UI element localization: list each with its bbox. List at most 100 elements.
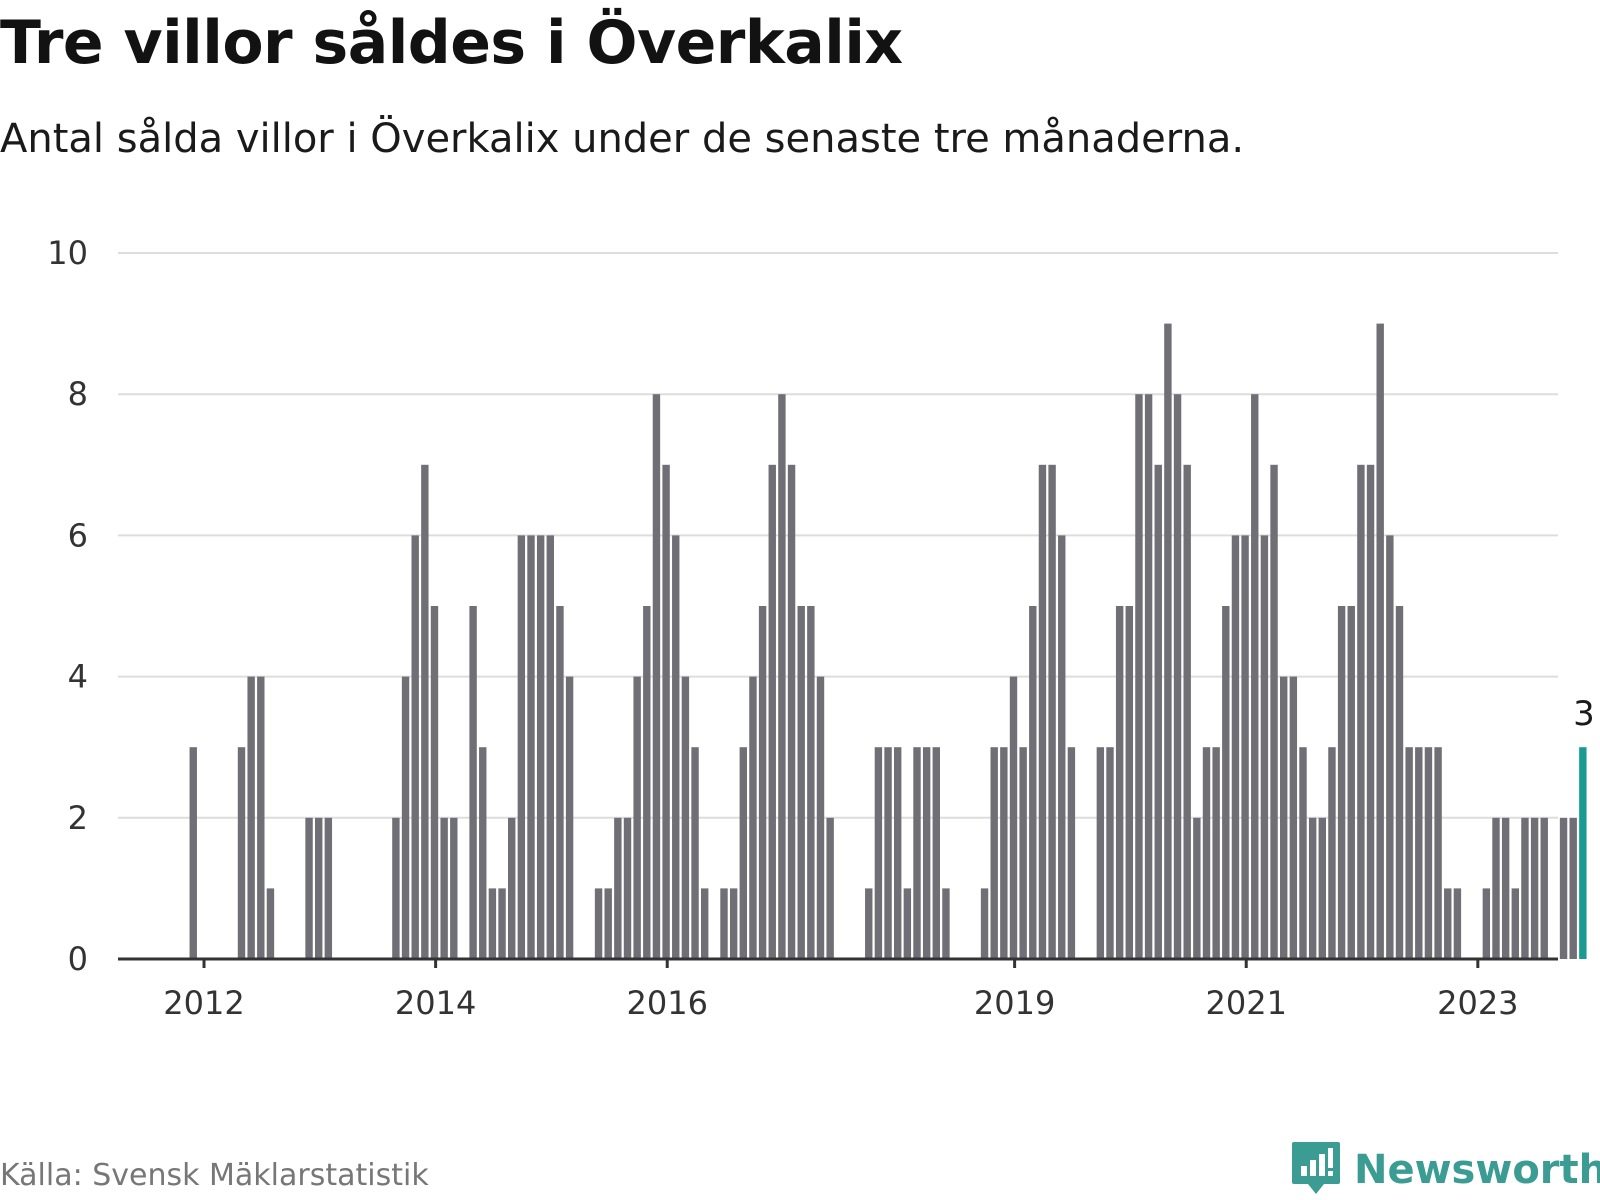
- bar: [469, 606, 477, 959]
- bar: [1251, 394, 1259, 959]
- bar: [1115, 606, 1124, 959]
- bar: [247, 676, 255, 959]
- bar: [1154, 464, 1162, 959]
- brand-name: Newsworthy: [1354, 1147, 1600, 1193]
- bar: [1501, 817, 1510, 959]
- bar: [1193, 817, 1201, 959]
- bar: [315, 817, 323, 959]
- data-label: 3: [1573, 694, 1595, 734]
- bar: [1212, 747, 1220, 959]
- bar: [1453, 888, 1462, 959]
- bar: [266, 888, 275, 959]
- bar: [1424, 747, 1433, 959]
- bar: [392, 817, 400, 959]
- bar: [652, 394, 661, 959]
- y-tick-label: 6: [68, 516, 88, 554]
- bar: [922, 747, 931, 959]
- y-tick-label: 2: [68, 799, 88, 837]
- bar: [681, 676, 690, 959]
- bar: [720, 888, 728, 959]
- newsworthy-chart-bubble-icon: [1290, 1140, 1342, 1200]
- bar: [1038, 464, 1047, 959]
- bar: [1318, 817, 1326, 959]
- y-tick-label: 0: [68, 940, 88, 978]
- bar: [1058, 535, 1066, 959]
- bar-highlight: [1579, 747, 1587, 959]
- bar: [546, 535, 554, 959]
- bar: [874, 747, 883, 959]
- bar: [1000, 747, 1008, 959]
- bar: [932, 747, 940, 959]
- bar: [807, 606, 815, 959]
- bar: [1337, 606, 1346, 959]
- bar: [1067, 747, 1076, 959]
- bar: [1540, 817, 1548, 959]
- bar: [1144, 394, 1153, 959]
- x-tick-label: 2021: [1206, 984, 1287, 1022]
- bar: [729, 888, 738, 959]
- bar: [1280, 676, 1288, 959]
- bar: [894, 747, 902, 959]
- bar: [257, 676, 265, 959]
- bar: [1357, 464, 1365, 959]
- bar: [1328, 747, 1336, 959]
- bar: [498, 888, 506, 959]
- bar: [739, 747, 747, 959]
- y-tick-label: 10: [47, 234, 88, 272]
- bar: [324, 817, 333, 959]
- bar: [701, 888, 709, 959]
- bar: [604, 888, 612, 959]
- bar: [942, 888, 950, 959]
- labels: 0 2 4 6 8 10 3 2012 2014 2016 2019 2021 2023: [47, 234, 1595, 1022]
- bar: [1366, 464, 1375, 959]
- bar: [1521, 817, 1529, 959]
- bar: [1395, 606, 1404, 959]
- bar: [1482, 888, 1491, 959]
- bar: [1048, 464, 1056, 959]
- bar: [1270, 464, 1278, 959]
- bar: [903, 888, 912, 959]
- bar: [884, 747, 892, 959]
- x-tick-label: 2014: [395, 984, 476, 1022]
- bar: [1308, 817, 1317, 959]
- bar: [797, 606, 805, 959]
- source-note: Källa: Svensk Mäklarstatistik: [0, 1158, 429, 1193]
- axes: [118, 957, 1558, 968]
- bar: [1009, 676, 1018, 959]
- bar: [1019, 747, 1027, 959]
- bar: [691, 747, 699, 959]
- bar: [237, 747, 246, 959]
- bar: [633, 676, 641, 959]
- bar: [1029, 606, 1037, 959]
- y-tick-label: 8: [68, 375, 88, 413]
- bar: [662, 464, 670, 959]
- chart-subtitle: Antal sålda villor i Överkalix under de …: [0, 116, 1245, 162]
- bar: [816, 676, 825, 959]
- bar: [517, 535, 526, 959]
- bar: [1347, 606, 1355, 959]
- bar: [594, 888, 603, 959]
- bar: [623, 817, 632, 959]
- bar: [1173, 394, 1182, 959]
- bar: [556, 606, 564, 959]
- x-tick-label: 2012: [163, 984, 244, 1022]
- bar: [749, 676, 757, 959]
- bar: [527, 535, 535, 959]
- bar: [1241, 535, 1249, 959]
- bar: [1559, 817, 1568, 959]
- bars: [189, 323, 1587, 960]
- bar: [1289, 676, 1298, 959]
- bar: [1164, 323, 1172, 960]
- bar: [826, 817, 834, 959]
- bar: [1434, 747, 1442, 959]
- bar: [990, 747, 998, 959]
- bar: [411, 535, 419, 959]
- bar: [305, 817, 313, 959]
- x-tick-label: 2023: [1437, 984, 1518, 1022]
- bar: [189, 747, 197, 959]
- x-tick-label: 2016: [627, 984, 708, 1022]
- bar: [1569, 817, 1577, 959]
- bar: [778, 394, 786, 959]
- bar-chart: 0 2 4 6 8 10 3 2012 2014 2016 2019 2021 2023: [47, 234, 1595, 1022]
- brand-logo: Newsworthy: [1290, 1140, 1600, 1200]
